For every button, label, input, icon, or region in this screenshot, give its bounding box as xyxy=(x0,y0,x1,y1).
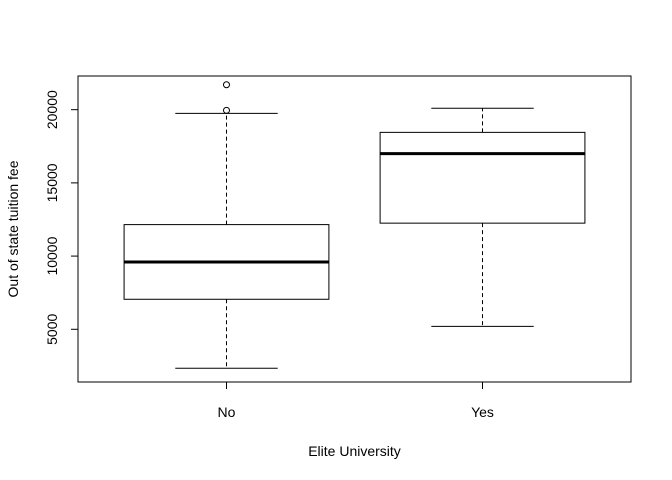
iqr-box xyxy=(379,131,586,224)
x-tick-label: No xyxy=(218,404,236,420)
box-no xyxy=(123,81,330,369)
boxes xyxy=(123,81,586,369)
y-axis: 5000 10000 15000 20000 xyxy=(44,90,79,345)
y-tick-label: 15000 xyxy=(44,163,60,202)
box-yes xyxy=(379,107,586,327)
x-axis-title: Elite University xyxy=(308,443,401,459)
y-tick-label: 20000 xyxy=(44,90,60,129)
y-tick-label: 10000 xyxy=(44,236,60,275)
y-axis-title: Out of state tuition fee xyxy=(5,160,21,297)
x-tick-label: Yes xyxy=(471,404,494,420)
outlier-point xyxy=(222,106,230,114)
outlier-point xyxy=(222,81,230,89)
x-axis: No Yes xyxy=(218,381,494,420)
y-tick-label: 5000 xyxy=(44,314,60,345)
